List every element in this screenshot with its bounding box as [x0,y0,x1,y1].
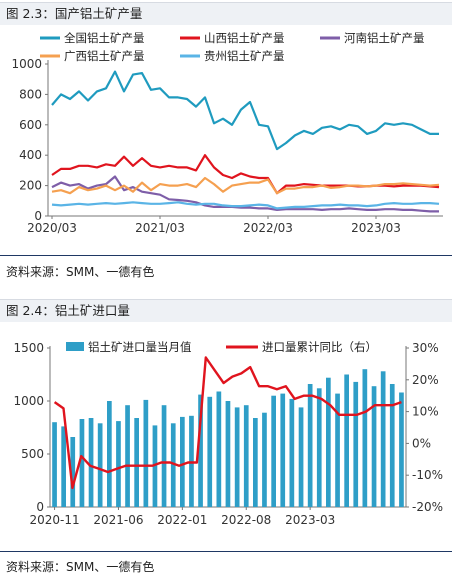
import-bar [271,395,276,507]
figure-2-title-text: 图 2.4：铝土矿进口量 [6,303,130,318]
import-bar [180,416,185,507]
import-bar [52,422,57,507]
legend-label-2: 山西铝土矿产量 [204,31,285,45]
y-tick-label: 800 [19,87,42,101]
right-tick-label: 10% [412,405,439,419]
import-bar [298,407,304,507]
right-tick-label: 0% [412,436,431,450]
import-bar [326,377,331,507]
import-bar [316,388,322,507]
right-tick-label: -10% [412,468,443,482]
left-tick-label: 500 [21,447,44,461]
import-bar [280,393,286,507]
import-bar [225,401,231,507]
import-bar [362,369,368,507]
left-tick-label: 1500 [13,341,44,355]
x-tick-label: 2023-03 [285,513,335,527]
x-tick-label: 2022/03 [243,221,293,235]
x-tick-label: 2020-11 [29,513,79,527]
legend-label-3: 河南铝土矿产量 [344,31,425,45]
import-bar [380,371,386,507]
figure-1-divider [0,255,452,256]
import-bar [70,437,76,507]
right-tick-label: -20% [412,500,443,514]
import-bar [61,426,66,507]
import-bar [207,396,213,507]
import-bar [234,407,240,507]
x-tick-label: 2021/03 [135,221,185,235]
y-tick-label: 0 [34,209,42,223]
figure-2-title: 图 2.4：铝土矿进口量 [0,299,452,322]
import-bar [216,391,222,507]
import-bar [262,412,267,507]
import-bar [170,423,176,507]
right-tick-label: 20% [412,373,439,387]
y-tick-label: 400 [19,148,42,162]
x-tick-label: 2022-01 [157,513,207,527]
import-bar [116,421,121,507]
import-bar [389,384,395,507]
figure-1-source: 资料来源：SMM、一德有色 [6,265,155,279]
production-line-chart: 0 200 400 600 800 1000 2020/03 2021/03 2022/03 20… [11,31,443,235]
import-bar [371,386,377,507]
left-tick-label: 1000 [13,394,44,408]
figure-2-source: 资料来源：SMM、一德有色 [6,560,155,574]
import-bar [353,381,359,507]
import-bar [125,405,130,507]
import-bar [243,405,249,507]
import-bar [107,401,112,507]
import-bar [399,392,404,507]
import-bar [253,418,258,507]
import-bar-line-chart: 0 500 1000 1500 -20% -10% 0% 10% 20% 30% 2020-11 20… [13,340,443,527]
import-bar [344,374,349,507]
legend-label-bar: 铝土矿进口量当月值 [88,340,192,354]
series-line-1 [51,70,439,151]
import-bar [198,394,203,507]
legend-label-4: 广西铝土矿产量 [64,49,145,63]
series-line-5 [51,201,440,210]
y-tick-label: 200 [19,179,42,193]
left-tick-label: 0 [36,500,44,514]
import-bar [152,425,158,507]
legend-label-line: 进口量累计同比（右） [262,340,377,354]
figure-2-divider [0,551,452,552]
import-bar [97,423,103,507]
figure-1-title: 图 2.3：国产铝土矿产量 [0,2,452,25]
import-bar [161,405,167,507]
import-bar [134,418,139,507]
legend-label-5: 贵州铝土矿产量 [204,49,285,63]
series-line-3 [51,175,439,213]
figure-1-title-text: 图 2.3：国产铝土矿产量 [6,6,143,21]
x-tick-label: 2021-06 [93,513,143,527]
import-bar [79,419,85,507]
import-bar [88,418,94,507]
x-tick-label: 2022-08 [221,513,271,527]
import-bar [143,399,149,507]
yoy-line [53,356,402,490]
import-bar [289,398,295,507]
right-tick-label: 30% [412,341,439,355]
y-tick-label: 1000 [11,57,42,71]
x-tick-label: 2020/03 [27,221,77,235]
legend-label-1: 全国铝土矿产量 [64,31,145,45]
import-bar [307,384,313,507]
legend-swatch-bar [66,342,84,351]
import-bar [335,393,340,507]
y-tick-label: 600 [19,118,42,132]
x-tick-label: 2023/03 [351,221,401,235]
series-line-4 [51,176,440,195]
